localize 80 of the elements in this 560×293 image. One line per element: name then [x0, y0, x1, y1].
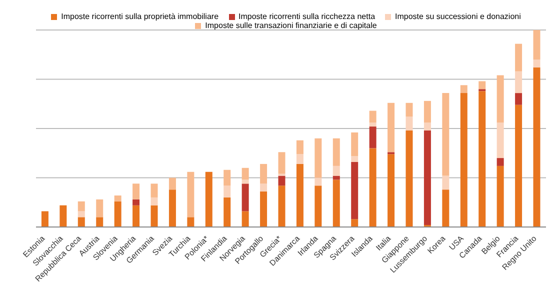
bar [388, 102, 395, 152]
bar [496, 75, 504, 123]
bar [533, 67, 540, 227]
bar [424, 100, 431, 123]
bar [150, 205, 158, 227]
bar [496, 122, 504, 158]
bar [242, 184, 249, 212]
bar [150, 184, 158, 198]
bar [332, 166, 340, 176]
bar [60, 205, 67, 227]
bar [41, 211, 48, 227]
legend-label: Imposte ricorrenti sulla proprietà immobiliare [61, 12, 219, 21]
bar [278, 176, 286, 186]
bar [168, 190, 176, 227]
bar [515, 44, 522, 72]
bar [388, 154, 395, 227]
bar [242, 211, 249, 227]
bar [478, 81, 486, 90]
legend-label: Imposte ricorrenti sulla ricchezza netta [238, 12, 376, 21]
bar [260, 164, 268, 184]
bar [515, 71, 522, 94]
bar [369, 148, 376, 227]
bar [242, 168, 249, 180]
bar [442, 176, 450, 190]
bar [296, 154, 304, 164]
bar [278, 152, 286, 174]
bar [406, 102, 413, 117]
bar [296, 164, 304, 227]
bar [515, 104, 522, 227]
bar [351, 219, 358, 227]
bar [460, 85, 468, 94]
bar [224, 186, 231, 198]
bar [424, 122, 431, 130]
bar [205, 172, 212, 227]
bar [351, 162, 358, 220]
bar [460, 93, 468, 227]
bar [351, 156, 358, 162]
bar [314, 186, 322, 227]
bar [406, 130, 413, 227]
legend-label: Imposte sulle transazioni finanziarie e di capitale [205, 21, 377, 30]
bar [132, 205, 140, 227]
bar [369, 110, 376, 123]
bar [187, 217, 194, 227]
bar [515, 93, 522, 105]
bar [260, 192, 268, 227]
bar [168, 178, 176, 190]
bar [114, 195, 122, 202]
bar [369, 122, 376, 127]
bar [78, 217, 85, 227]
bar [496, 158, 504, 166]
bar [150, 197, 158, 206]
bar [278, 186, 286, 227]
bar [533, 60, 540, 68]
bar [424, 130, 431, 226]
bar [369, 126, 376, 148]
bar [314, 178, 322, 186]
bar [96, 199, 104, 218]
bar [78, 211, 85, 218]
bar [406, 116, 413, 130]
bar [224, 170, 231, 186]
bar [114, 201, 122, 227]
bar [224, 197, 231, 227]
legend-label: Imposte su successioni e donazioni [395, 12, 521, 21]
bar [296, 140, 304, 154]
bar [332, 180, 340, 227]
bar [260, 184, 268, 192]
bar [314, 138, 322, 178]
bar [96, 217, 104, 227]
bar [132, 199, 140, 206]
bar [351, 132, 358, 156]
bar [187, 172, 194, 218]
bar [496, 166, 504, 227]
bar [478, 91, 486, 227]
bar [442, 93, 450, 176]
bar [242, 180, 249, 184]
bar [332, 138, 340, 166]
bar [442, 190, 450, 227]
bar [78, 201, 85, 212]
bar [132, 184, 140, 200]
bar [533, 30, 540, 60]
